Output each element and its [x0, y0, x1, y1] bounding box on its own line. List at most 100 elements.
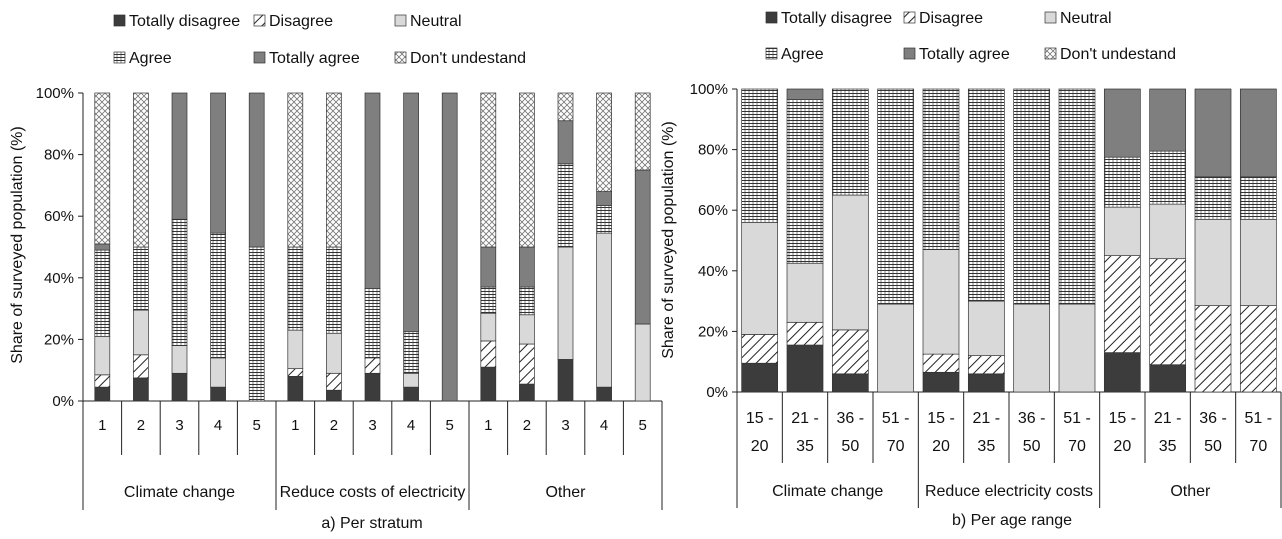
bar-segment-disagree [480, 340, 497, 368]
bar-segment-neutral [171, 345, 188, 374]
bar-segment-disagree [786, 321, 824, 346]
bar-segment-totally-agree [171, 92, 188, 220]
y-tick-label: 0% [706, 384, 728, 401]
x-tick-label: 2 [523, 417, 531, 434]
legend-label: Neutral [410, 13, 462, 30]
bar-segment-neutral [480, 312, 497, 342]
bar-segment-agree [1013, 88, 1051, 305]
bar-segment-agree [967, 88, 1005, 302]
legend-label: Disagree [919, 10, 983, 27]
bar-segment-neutral [596, 232, 612, 388]
bar-segment-disagree [326, 372, 342, 391]
group-label: Climate change [772, 483, 883, 500]
bar-segment-totally-disagree [741, 362, 779, 393]
x-tick-label: 50 [841, 438, 859, 455]
legend-label: Totally disagree [781, 10, 892, 27]
x-tick-label: 2 [330, 417, 338, 434]
x-tick-label: 51 - [882, 410, 910, 427]
bar-segment-totally-agree [441, 92, 458, 402]
y-tick-label: 40% [44, 270, 74, 287]
x-tick-label: 20 [1113, 438, 1131, 455]
bar-segment-totally-disagree [557, 359, 574, 402]
bar-segment-totally-disagree [1103, 352, 1141, 393]
x-tick-label: 21 - [973, 410, 1001, 427]
chart-b-per-age-range: 0% 20% 40% 60% 80% 100% Share of surveyed popu… [660, 10, 1282, 529]
bar-segment-disagree [364, 357, 381, 374]
bar-segment-agree [557, 163, 574, 248]
x-tick-label: 4 [600, 417, 608, 434]
x-tick-label: 1 [98, 417, 106, 434]
legend-swatch-totally-agree [903, 47, 916, 60]
bar-segment-totally-agree [94, 243, 111, 251]
bar-segment-disagree [1239, 305, 1277, 393]
bar-segment-neutral [1058, 303, 1096, 393]
y-axis-label: Share of surveyed population (%) [660, 121, 677, 358]
bar-segment-agree [596, 205, 612, 234]
bar-segment-don-t-undestand [133, 92, 149, 248]
bar-segment-totally-agree [480, 246, 497, 288]
bar-segment-totally-agree [634, 169, 651, 325]
bar-segment-agree [171, 218, 188, 346]
bar-segment-disagree [287, 368, 304, 377]
bar-segment-totally-agree [1194, 88, 1232, 178]
x-tick-label: 70 [1068, 438, 1086, 455]
x-tick-label: 35 [1159, 438, 1177, 455]
bar-segment-totally-disagree [287, 376, 304, 402]
legend-swatch-don-t-undestand [1044, 47, 1057, 60]
y-tick-label: 100% [690, 81, 728, 98]
bar-segment-neutral [133, 309, 149, 356]
x-tick-label: 5 [446, 417, 454, 434]
bar-segment-don-t-undestand [519, 92, 535, 248]
y-tick-label: 60% [698, 202, 728, 219]
chart-caption: b) Per age range [952, 512, 1072, 529]
bar-segment-totally-disagree [922, 371, 960, 393]
legend-label: Don't undestand [1060, 46, 1176, 63]
legend-label: Neutral [1060, 10, 1112, 27]
legend-swatch-disagree [253, 14, 266, 27]
bar-segment-totally-agree [248, 92, 265, 248]
legend-swatch-totally-disagree [765, 11, 778, 24]
bar-segment-neutral [1149, 203, 1187, 260]
bar-segment-totally-agree [1149, 88, 1187, 152]
bar-segment-totally-agree [557, 120, 574, 165]
bar-segment-totally-disagree [133, 377, 149, 402]
bar-segment-don-t-undestand [326, 92, 342, 248]
x-tick-label: 1 [291, 417, 299, 434]
legend-swatch-agree [765, 47, 778, 60]
bar-segment-neutral [519, 314, 535, 345]
bar-segment-agree [1194, 176, 1232, 220]
bar-segment-totally-disagree [519, 383, 535, 402]
bar-segment-disagree [1103, 255, 1141, 353]
legend-label: Agree [781, 46, 824, 63]
y-tick-label: 0% [52, 393, 74, 410]
bar-segment-don-t-undestand [480, 92, 497, 248]
bar-segment-disagree [922, 353, 960, 373]
x-tick-label: 20 [751, 438, 769, 455]
x-tick-label: 21 - [1154, 410, 1182, 427]
bar-segment-neutral [1194, 218, 1232, 306]
y-tick-label: 80% [44, 147, 74, 164]
bar-segment-don-t-undestand [287, 92, 304, 248]
x-tick-label: 20 [932, 438, 950, 455]
x-tick-label: 15 - [746, 410, 774, 427]
bar-segment-disagree [831, 329, 869, 375]
bar-segment-disagree [967, 355, 1005, 375]
bar-segment-neutral [786, 262, 824, 323]
bar-segment-neutral [922, 249, 960, 355]
legend-label: Totally agree [919, 46, 1010, 63]
bar-segment-totally-agree [1239, 88, 1277, 178]
bar-segment-totally-disagree [1149, 364, 1187, 393]
x-tick-label: 50 [1204, 438, 1222, 455]
bar-segment-totally-agree [403, 92, 419, 333]
bar-segment-totally-disagree [480, 366, 497, 402]
bar-segment-don-t-undestand [557, 92, 574, 122]
bar-segment-totally-disagree [210, 386, 226, 402]
bar-segment-agree [922, 88, 960, 250]
x-tick-label: 4 [407, 417, 415, 434]
bar-segment-don-t-undestand [634, 92, 651, 171]
x-tick-label: 21 - [791, 410, 819, 427]
x-tick-label: 5 [253, 417, 261, 434]
legend-swatch-totally-disagree [113, 14, 126, 27]
y-tick-label: 20% [44, 331, 74, 348]
y-tick-label: 60% [44, 208, 74, 225]
